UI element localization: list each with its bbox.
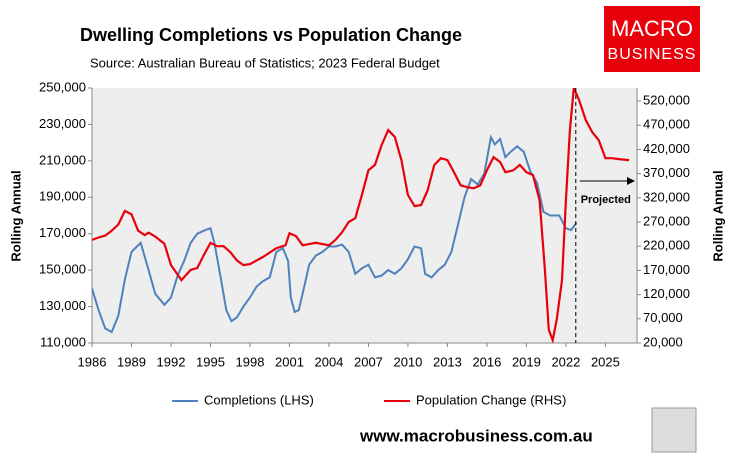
footer: www.macrobusiness.com.au — [359, 426, 593, 445]
x-tick-label: 2025 — [591, 354, 620, 369]
x-tick-label: 2007 — [354, 354, 383, 369]
y2-tick-label: 170,000 — [643, 262, 690, 277]
logo-text: BUSINESS — [608, 46, 697, 63]
arrow-head — [627, 177, 635, 185]
legend-label: Population Change (RHS) — [416, 392, 566, 407]
y-tick-label: 230,000 — [39, 116, 86, 131]
legend-label: Completions (LHS) — [204, 392, 314, 407]
y-tick-label: 110,000 — [40, 334, 86, 349]
chart-subtitle: Source: Australian Bureau of Statistics;… — [90, 55, 440, 70]
plot-lines — [92, 88, 630, 343]
y2-axis-label: Rolling Annual — [710, 170, 725, 261]
y2-tick-label: 70,000 — [643, 310, 683, 325]
y2-tick-label: 20,000 — [643, 334, 683, 349]
chart-title: Dwelling Completions vs Population Chang… — [80, 25, 462, 45]
logo-box — [604, 6, 700, 72]
y2-tick-label: 520,000 — [643, 93, 690, 108]
y-tick-label: 150,000 — [39, 262, 86, 277]
x-tick-label: 2016 — [472, 354, 501, 369]
y2-tick-label: 270,000 — [643, 213, 690, 228]
y-axis-label: Rolling Annual — [8, 170, 23, 261]
x-tick-label: 1992 — [157, 354, 186, 369]
x-tick-label: 1989 — [117, 354, 146, 369]
y2-tick-label: 220,000 — [643, 238, 690, 253]
y-tick-label: 190,000 — [39, 189, 86, 204]
x-tick-label: 1998 — [236, 354, 265, 369]
wolf-logo — [651, 407, 697, 453]
x-tick-label: 2010 — [393, 354, 422, 369]
y2-tick-label: 120,000 — [643, 286, 690, 301]
series-line — [92, 88, 630, 343]
y2-tick-label: 470,000 — [643, 117, 690, 132]
y-tick-label: 210,000 — [39, 152, 86, 167]
y2-tick-label: 420,000 — [643, 141, 690, 156]
logo-text: MACRO — [611, 16, 693, 41]
x-tick-label: 1986 — [78, 354, 107, 369]
y2-tick-label: 370,000 — [643, 165, 690, 180]
x-tick-label: 2019 — [512, 354, 541, 369]
x-tick-label: 2001 — [275, 354, 304, 369]
series-line — [92, 134, 578, 334]
annotation: Projected — [581, 194, 631, 206]
x-tick-label: 1995 — [196, 354, 225, 369]
x-tick-label: 2013 — [433, 354, 462, 369]
x-tick-label: 2004 — [314, 354, 343, 369]
y-tick-label: 250,000 — [39, 79, 86, 94]
x-tick-label: 2022 — [551, 354, 580, 369]
y-tick-label: 170,000 — [39, 225, 86, 240]
y-tick-label: 130,000 — [39, 298, 86, 313]
y2-tick-label: 320,000 — [643, 189, 690, 204]
